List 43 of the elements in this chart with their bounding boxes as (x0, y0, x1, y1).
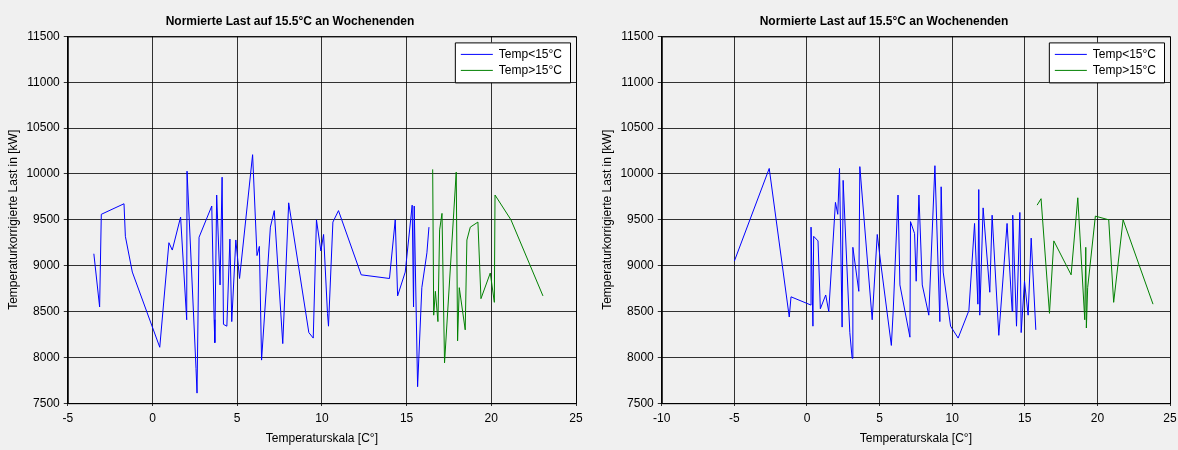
chart-title: Normierte Last auf 15.5°C an Wochenenden (759, 13, 1009, 28)
x-tick-label: 5 (233, 410, 241, 425)
x-tick-label: 25 (1163, 410, 1177, 425)
x-tick-label: 0 (149, 410, 157, 425)
y-tick-label: 8500 (627, 303, 655, 318)
y-tick-label: 7500 (627, 395, 655, 410)
x-tick-label: 10 (945, 410, 960, 425)
chart-title: Normierte Last auf 15.5°C an Wochenenden (165, 13, 415, 28)
x-tick-label: 10 (315, 410, 329, 425)
y-tick-label: 8500 (33, 303, 61, 318)
legend-label: Temp>15°C (1092, 62, 1157, 77)
y-axis-title: Temperaturkorrigierte Last in [kW] (5, 129, 20, 310)
x-tick-label: -10 (653, 410, 671, 425)
y-tick-label: 10500 (620, 120, 655, 135)
y-axis-title: Temperaturkorrigierte Last in [kW] (599, 129, 614, 310)
x-tick-label: -5 (729, 410, 741, 425)
y-tick-label: 8000 (627, 349, 655, 364)
x-tick-label: 0 (803, 410, 811, 425)
x-tick-label: -5 (62, 410, 74, 425)
y-tick-label: 9500 (33, 212, 61, 227)
legend-label: Temp<15°C (498, 46, 563, 61)
y-tick-label: 11500 (621, 28, 655, 43)
y-tick-label: 9000 (627, 257, 655, 272)
x-tick-label: 20 (484, 410, 499, 425)
x-axis-title: Temperaturskala [C°] (265, 431, 378, 446)
y-tick-label: 7500 (33, 395, 61, 410)
y-tick-label: 10000 (620, 166, 655, 181)
x-tick-label: 20 (1090, 410, 1105, 425)
legend-label: Temp<15°C (1092, 46, 1157, 61)
y-tick-label: 11500 (27, 28, 61, 43)
x-tick-label: 15 (399, 410, 414, 425)
y-tick-label: 10000 (26, 166, 61, 181)
x-tick-label: 15 (1018, 410, 1032, 425)
x-axis-title: Temperaturskala [C°] (859, 431, 972, 446)
y-tick-label: 10500 (26, 120, 61, 135)
x-tick-label: 25 (569, 410, 583, 425)
y-tick-label: 8000 (33, 349, 61, 364)
legend-label: Temp>15°C (498, 62, 563, 77)
x-tick-label: 5 (876, 410, 884, 425)
y-tick-label: 11000 (621, 74, 655, 89)
y-tick-label: 9000 (33, 257, 61, 272)
y-tick-label: 9500 (627, 212, 655, 227)
y-tick-label: 11000 (27, 74, 61, 89)
